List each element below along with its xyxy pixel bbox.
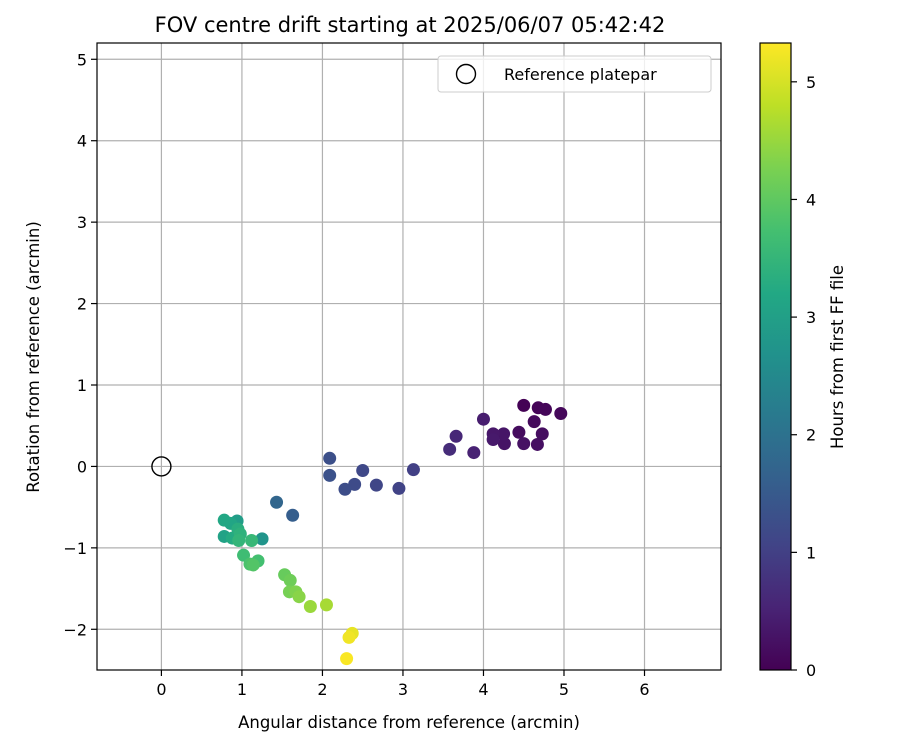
data-point <box>535 427 549 441</box>
data-point <box>245 534 259 548</box>
data-point <box>283 573 297 587</box>
data-point <box>232 534 246 548</box>
colorbar <box>759 42 792 671</box>
data-point <box>342 630 356 644</box>
data-point <box>319 598 333 612</box>
colorbar-ticks: 0 1 2 3 4 5 <box>791 73 816 680</box>
y-axis-label: Rotation from reference (arcmin) <box>24 221 43 493</box>
data-point <box>286 508 300 522</box>
colorbar-tick-label: 3 <box>806 308 816 327</box>
x-tick-label: 1 <box>237 680 247 699</box>
x-axis-ticks: 0 1 2 3 4 5 6 <box>156 670 650 699</box>
colorbar-tick-label: 4 <box>806 190 816 209</box>
data-point <box>255 532 269 546</box>
data-point <box>517 437 531 451</box>
colorbar-tick-label: 0 <box>806 661 816 680</box>
y-tick-label: 2 <box>77 295 87 314</box>
data-point <box>517 398 531 412</box>
reference-marker <box>151 456 172 477</box>
data-point <box>323 468 337 482</box>
data-point <box>303 599 317 613</box>
y-tick-label: 4 <box>77 132 87 151</box>
data-point <box>476 412 490 426</box>
colorbar-label: Hours from first FF file <box>828 265 847 449</box>
data-point <box>538 402 552 416</box>
data-point <box>554 407 568 420</box>
data-point <box>497 437 511 451</box>
y-tick-label: −1 <box>63 539 87 558</box>
x-axis-label: Angular distance from reference (arcmin) <box>238 713 580 732</box>
data-point <box>527 415 541 429</box>
y-tick-label: −2 <box>63 620 87 639</box>
data-point <box>406 463 420 477</box>
legend-box <box>437 55 712 93</box>
x-tick-label: 2 <box>317 680 327 699</box>
y-tick-label: 5 <box>77 50 87 69</box>
y-tick-label: 1 <box>77 376 87 395</box>
chart-title: FOV centre drift starting at 2025/06/07 … <box>155 13 666 37</box>
y-axis-ticks: −2 −1 0 1 2 3 4 5 <box>63 50 97 639</box>
x-tick-label: 5 <box>559 680 569 699</box>
data-point <box>512 425 526 439</box>
data-point <box>369 478 383 492</box>
colorbar-tick-label: 5 <box>806 73 816 92</box>
data-point <box>392 481 406 495</box>
plot-frame <box>96 42 722 671</box>
reference-point <box>151 456 172 477</box>
data-point <box>449 429 463 443</box>
x-tick-label: 4 <box>478 680 488 699</box>
x-tick-label: 6 <box>639 680 649 699</box>
data-point <box>292 590 306 604</box>
x-tick-label: 3 <box>398 680 408 699</box>
legend-marker <box>455 63 477 85</box>
legend-entry: Reference platepar <box>504 65 657 84</box>
data-point <box>246 558 260 572</box>
colorbar-tick-label: 1 <box>806 543 816 562</box>
colorbar-tick-label: 2 <box>806 426 816 445</box>
data-point <box>340 652 354 666</box>
data-point <box>467 446 481 460</box>
data-point <box>237 548 251 562</box>
y-tick-label: 3 <box>77 213 87 232</box>
y-tick-label: 0 <box>77 457 87 476</box>
data-point <box>348 477 362 491</box>
data-point <box>443 442 457 456</box>
data-point <box>486 433 500 447</box>
legend: Reference platepar <box>437 55 712 93</box>
data-point <box>497 427 511 441</box>
data-point <box>217 513 231 527</box>
x-tick-label: 0 <box>156 680 166 699</box>
data-point <box>323 451 337 465</box>
data-point <box>338 482 352 496</box>
data-point <box>530 437 544 451</box>
data-point <box>270 495 284 509</box>
data-points <box>217 398 568 666</box>
data-point <box>356 464 370 477</box>
grid-lines <box>97 43 721 670</box>
